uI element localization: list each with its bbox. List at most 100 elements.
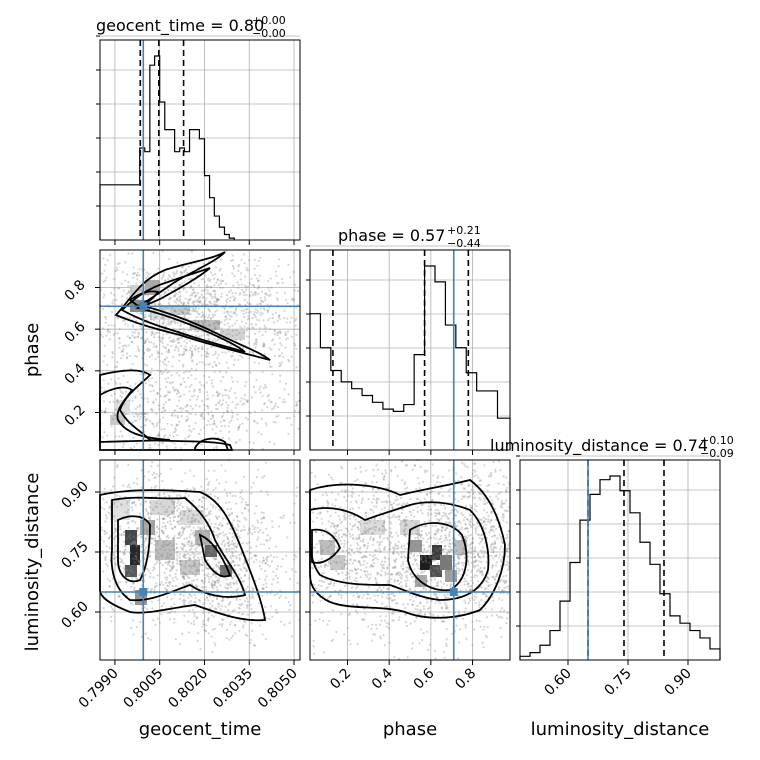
scatter-point xyxy=(197,526,200,529)
scatter-point xyxy=(164,385,167,388)
scatter-point xyxy=(394,565,397,568)
scatter-point xyxy=(204,577,207,580)
scatter-point xyxy=(219,430,222,433)
scatter-point xyxy=(132,276,135,279)
scatter-point xyxy=(191,499,194,502)
scatter-point xyxy=(215,563,218,566)
scatter-point xyxy=(160,613,163,616)
scatter-point xyxy=(406,502,409,505)
scatter-point xyxy=(231,329,234,332)
scatter-point xyxy=(233,298,236,301)
scatter-point xyxy=(158,339,161,342)
scatter-point xyxy=(259,314,262,317)
scatter-point xyxy=(388,500,392,504)
scatter-point xyxy=(194,533,197,536)
scatter-point xyxy=(175,547,178,550)
scatter-point xyxy=(281,557,284,561)
scatter-point xyxy=(416,554,419,557)
scatter-point xyxy=(262,511,265,514)
scatter-point xyxy=(196,514,199,517)
scatter-point xyxy=(124,279,127,282)
scatter-point xyxy=(371,555,374,558)
scatter-point xyxy=(363,530,366,533)
scatter-point xyxy=(154,554,157,557)
scatter-point xyxy=(170,374,173,377)
scatter-point xyxy=(278,258,281,261)
scatter-point xyxy=(155,331,158,334)
scatter-point xyxy=(218,482,221,485)
scatter-point xyxy=(482,646,485,649)
scatter-point xyxy=(103,529,106,532)
scatter-point xyxy=(253,611,256,614)
scatter-point xyxy=(275,556,278,559)
scatter-point xyxy=(329,537,332,540)
scatter-point xyxy=(392,552,395,555)
scatter-point xyxy=(162,371,165,374)
scatter-point xyxy=(229,344,232,348)
scatter-point xyxy=(230,387,233,390)
scatter-point xyxy=(506,486,509,489)
scatter-point xyxy=(399,556,403,559)
scatter-point xyxy=(391,573,394,576)
scatter-point xyxy=(226,409,229,412)
scatter-point xyxy=(490,566,494,569)
scatter-point xyxy=(264,330,267,333)
scatter-point xyxy=(262,307,265,310)
scatter-point xyxy=(262,345,266,348)
scatter-point xyxy=(206,284,209,287)
scatter-point xyxy=(463,535,466,538)
scatter-point xyxy=(225,299,228,302)
scatter-point xyxy=(404,521,407,525)
scatter-point xyxy=(168,560,171,563)
scatter-point xyxy=(384,557,387,560)
scatter-point xyxy=(489,583,492,587)
scatter-point xyxy=(372,558,375,561)
scatter-point xyxy=(422,571,425,574)
scatter-point xyxy=(235,582,238,585)
scatter-point xyxy=(434,508,437,511)
scatter-point xyxy=(186,410,189,413)
scatter-point xyxy=(263,308,266,311)
scatter-point xyxy=(215,586,218,589)
scatter-point xyxy=(244,501,247,504)
scatter-point xyxy=(235,545,238,549)
scatter-point xyxy=(444,506,447,509)
scatter-point xyxy=(172,516,175,519)
scatter-point xyxy=(144,340,147,343)
scatter-point xyxy=(261,587,264,590)
scatter-point xyxy=(179,560,182,563)
scatter-point xyxy=(425,492,429,495)
scatter-point xyxy=(104,558,107,562)
scatter-point xyxy=(230,550,234,554)
scatter-point xyxy=(278,337,281,340)
scatter-point xyxy=(192,307,195,310)
scatter-point xyxy=(294,319,297,322)
scatter-point xyxy=(202,404,206,407)
scatter-point xyxy=(130,520,133,523)
scatter-point xyxy=(238,263,241,267)
scatter-point xyxy=(171,386,175,389)
scatter-point xyxy=(214,273,217,276)
scatter-point xyxy=(326,494,329,497)
scatter-point xyxy=(426,601,429,604)
grid-layer xyxy=(100,35,720,660)
scatter-point xyxy=(191,302,194,305)
scatter-point xyxy=(479,556,482,560)
scatter-point xyxy=(330,639,333,642)
scatter-point xyxy=(352,492,355,495)
scatter-point xyxy=(501,516,504,519)
scatter-point xyxy=(183,572,186,575)
scatter-point xyxy=(224,315,228,318)
scatter-point xyxy=(214,515,218,518)
scatter-point xyxy=(197,505,201,508)
scatter-point xyxy=(115,519,118,523)
scatter-point xyxy=(373,518,376,521)
scatter-point xyxy=(387,494,390,497)
scatter-point xyxy=(374,528,377,532)
scatter-point xyxy=(104,317,108,320)
scatter-point xyxy=(228,332,231,335)
scatter-point xyxy=(122,442,125,446)
scatter-point xyxy=(423,570,426,573)
scatter-point xyxy=(140,536,143,539)
scatter-point xyxy=(104,555,107,558)
